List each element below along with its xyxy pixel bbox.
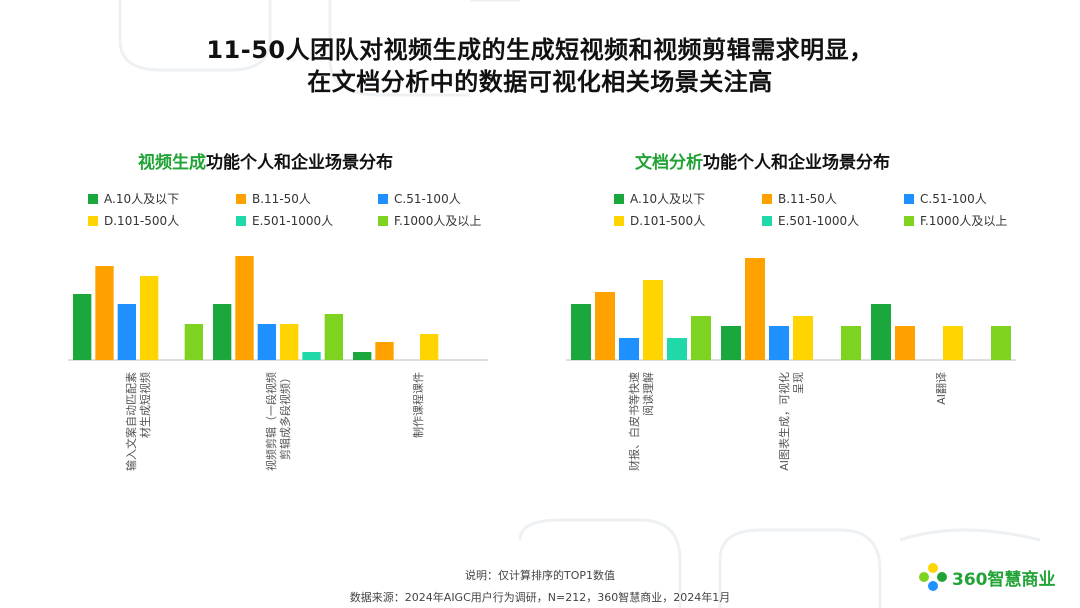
legend-label: E.501-1000人	[252, 214, 334, 228]
legend-swatch	[236, 193, 246, 204]
brand-logo: 360智慧商业	[918, 562, 1056, 592]
bar	[895, 326, 915, 360]
bar	[769, 326, 789, 360]
bar	[420, 334, 439, 360]
bar	[793, 316, 813, 360]
category-label: 制作课程课件	[412, 372, 425, 438]
bar	[571, 304, 591, 360]
legend-label: A.10人及以下	[104, 192, 180, 206]
legend-item: C.51-100人	[378, 190, 461, 207]
footnote: 说明：仅计算排序的TOP1数值	[464, 569, 615, 582]
page-title-line-1: 11-50人团队对视频生成的生成短视频和视频剪辑需求明显，	[206, 36, 874, 64]
legend-label: B.11-50人	[778, 192, 837, 206]
legend-label: F.1000人及以上	[920, 214, 1008, 228]
bar	[375, 342, 394, 360]
legend-item: A.10人及以下	[614, 190, 705, 207]
legend-item: D.101-500人	[614, 212, 705, 229]
bar	[324, 314, 343, 360]
category-label: 财报、白皮书等快速阅读理解	[627, 372, 655, 471]
bar	[280, 324, 299, 360]
logo-text: 360智慧商业	[952, 569, 1056, 590]
legend-swatch	[378, 215, 388, 226]
bar	[353, 352, 372, 360]
category-label: AI翻译	[934, 372, 948, 405]
legend-label: D.101-500人	[630, 214, 706, 228]
legend-label: C.51-100人	[920, 192, 987, 206]
legend-swatch	[378, 193, 388, 204]
flower-logo-icon	[919, 563, 947, 591]
chart-title-highlight: 文档分析	[635, 153, 703, 173]
legend-item: A.10人及以下	[88, 190, 179, 207]
chart-title-video-generation: 视频生成功能个人和企业场景分布	[138, 148, 393, 173]
legend-swatch	[88, 215, 98, 226]
chart-title-document-analysis: 文档分析功能个人和企业场景分布	[635, 148, 890, 173]
bar	[643, 280, 663, 360]
data-source: 数据来源：2024年AIGC用户行为调研，N=212，360智慧商业，2024年…	[349, 591, 731, 604]
legend-swatch	[236, 215, 246, 226]
legend-label: D.101-500人	[104, 214, 180, 228]
legend-item: E.501-1000人	[762, 212, 859, 229]
page-title-line-2: 在文档分析中的数据可视化相关场景关注高	[307, 68, 773, 96]
chart-title-rest: 功能个人和企业场景分布	[703, 153, 890, 173]
legend-swatch	[762, 193, 772, 204]
legend-item: F.1000人及以上	[904, 212, 1007, 229]
legend-label: A.10人及以下	[630, 192, 706, 206]
legend-swatch	[614, 215, 624, 226]
legend-label: E.501-1000人	[778, 214, 860, 228]
legend-swatch	[614, 193, 624, 204]
category-label: 输入文案自动匹配素材生成短视频	[124, 372, 152, 471]
category-label: AI图表生成，可视化呈现	[777, 372, 805, 471]
legend-swatch	[762, 215, 772, 226]
legend-item: B.11-50人	[762, 190, 837, 207]
legend-swatch	[904, 193, 914, 204]
bar	[257, 324, 276, 360]
legend-label: B.11-50人	[252, 192, 311, 206]
legend-label: F.1000人及以上	[394, 214, 482, 228]
legend-swatch	[88, 193, 98, 204]
bar	[991, 326, 1011, 360]
bar	[235, 256, 254, 360]
bar	[841, 326, 861, 360]
bar	[117, 304, 136, 360]
legend-swatch	[904, 215, 914, 226]
bar	[213, 304, 232, 360]
bar	[745, 258, 765, 360]
legend-item: D.101-500人	[88, 212, 179, 229]
bar	[595, 292, 615, 360]
chart-title-rest: 功能个人和企业场景分布	[206, 153, 393, 173]
legend-item: C.51-100人	[904, 190, 987, 207]
bar	[302, 352, 321, 360]
bar	[943, 326, 963, 360]
legend-item: B.11-50人	[236, 190, 311, 207]
bar	[73, 294, 92, 360]
bar	[871, 304, 891, 360]
bar	[95, 266, 114, 360]
bar	[667, 338, 687, 360]
legend-item: F.1000人及以上	[378, 212, 481, 229]
legend-item: E.501-1000人	[236, 212, 333, 229]
legend-document-analysis: A.10人及以下 B.11-50人 C.51-100人 D.101-500人 E.501…	[614, 190, 1074, 240]
bar	[184, 324, 203, 360]
category-label: 视频剪辑（一段视频剪辑成多段视频）	[264, 372, 292, 471]
bar	[140, 276, 159, 360]
bar	[619, 338, 639, 360]
bar	[721, 326, 741, 360]
bar	[691, 316, 711, 360]
legend-label: C.51-100人	[394, 192, 461, 206]
chart-title-highlight: 视频生成	[138, 153, 206, 173]
legend-video-generation: A.10人及以下 B.11-50人 C.51-100人 D.101-500人 E.501…	[88, 190, 548, 240]
